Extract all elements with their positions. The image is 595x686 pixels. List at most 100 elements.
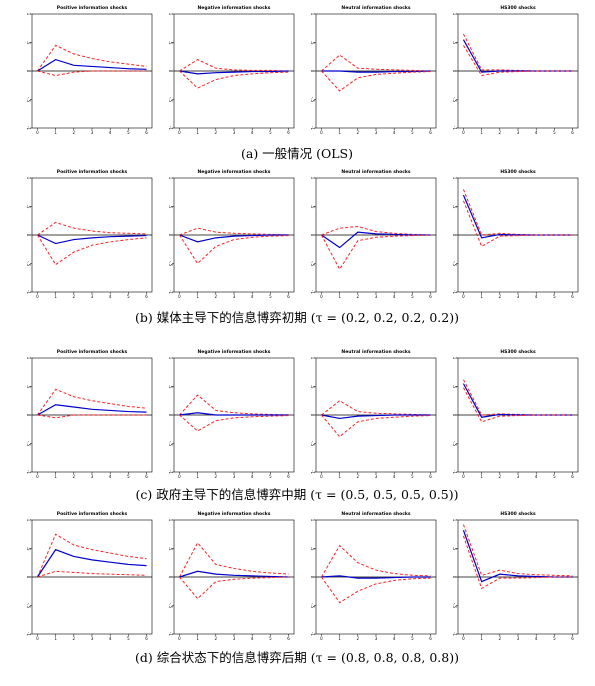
y-tick-label: 1 (452, 177, 457, 180)
x-tick-label: 3 (375, 294, 378, 299)
x-tick-label: 4 (251, 636, 254, 641)
y-tick-label: 0 (452, 70, 457, 73)
x-tick-label: 5 (553, 294, 556, 299)
irf-line (321, 575, 431, 579)
x-tick-label: 0 (462, 130, 465, 135)
y-tick-label: -.5 (168, 603, 173, 609)
y-tick-label: 0 (452, 576, 457, 579)
irf-line (321, 414, 431, 438)
x-tick-label: 3 (375, 636, 378, 641)
x-tick-label: 2 (499, 474, 502, 479)
x-tick-label: 2 (215, 294, 218, 299)
y-tick-label: .5 (452, 41, 457, 45)
x-tick-label: 5 (269, 294, 272, 299)
irf-line (37, 414, 147, 419)
irf-line (321, 414, 431, 420)
x-tick-label: 1 (54, 130, 57, 135)
x-tick-label: 5 (127, 294, 130, 299)
x-tick-label: 1 (196, 636, 199, 641)
panel-title: Positive information shocks (57, 349, 128, 355)
y-tick-label: 1 (452, 519, 457, 522)
irf-line (462, 194, 573, 239)
y-tick-label: 0 (26, 414, 31, 417)
panel-title: Positive information shocks (57, 5, 128, 11)
panel-title: Negative information shocks (198, 169, 271, 175)
x-tick-label: 1 (54, 294, 57, 299)
y-tick-label: -1 (310, 632, 315, 636)
irf-line (462, 535, 573, 590)
x-tick-label: 6 (429, 130, 432, 135)
x-tick-label: 6 (287, 130, 290, 135)
x-tick-label: 0 (36, 294, 39, 299)
x-tick-label: 1 (196, 474, 199, 479)
y-tick-label: .5 (452, 205, 457, 209)
y-tick-label: -1 (452, 470, 457, 474)
x-tick-label: 5 (411, 636, 414, 641)
x-tick-label: 0 (320, 130, 323, 135)
irf-line (179, 70, 289, 89)
irf-line (321, 231, 431, 249)
y-tick-label: .5 (26, 547, 31, 551)
y-tick-label: 0 (168, 414, 173, 417)
x-tick-label: 1 (480, 294, 483, 299)
irf-line (179, 59, 289, 72)
panel-title: Neutral information shocks (341, 349, 410, 355)
x-tick-label: 5 (269, 130, 272, 135)
x-tick-label: 0 (462, 636, 465, 641)
irf-line (463, 33, 573, 72)
y-tick-label: .5 (168, 547, 173, 551)
x-tick-label: 6 (145, 294, 148, 299)
panel-title: Negative information shocks (198, 349, 271, 355)
y-tick-label: -.5 (168, 97, 173, 103)
y-tick-label: -1 (452, 126, 457, 130)
x-tick-label: 2 (73, 636, 76, 641)
y-tick-label: -.5 (26, 261, 31, 267)
panel-title: HS300 shocks (500, 511, 536, 517)
y-tick-label: -1 (26, 290, 31, 294)
x-tick-label: 4 (535, 636, 538, 641)
y-tick-label: .5 (168, 41, 173, 45)
x-tick-label: 6 (287, 474, 290, 479)
x-tick-label: 1 (480, 636, 483, 641)
x-tick-label: 3 (517, 294, 520, 299)
x-tick-label: 4 (109, 474, 112, 479)
y-tick-label: 0 (168, 576, 173, 579)
panel-title: Negative information shocks (198, 5, 271, 11)
irf-line (179, 414, 289, 432)
y-tick-label: 0 (310, 576, 315, 579)
y-tick-label: 1 (310, 357, 315, 360)
x-tick-label: 1 (196, 130, 199, 135)
y-tick-label: .5 (452, 547, 457, 551)
x-tick-label: 6 (571, 474, 574, 479)
irf-line (321, 70, 431, 73)
irf-line (321, 54, 431, 72)
irf-line (321, 576, 431, 604)
x-tick-label: 3 (375, 130, 378, 135)
x-tick-label: 0 (36, 130, 39, 135)
x-tick-label: 1 (338, 130, 341, 135)
x-tick-label: 0 (320, 474, 323, 479)
x-tick-label: 6 (145, 130, 148, 135)
x-tick-label: 0 (320, 636, 323, 641)
y-tick-label: -.5 (452, 261, 457, 267)
y-tick-label: .5 (26, 385, 31, 389)
y-tick-label: -.5 (26, 97, 31, 103)
x-tick-label: 2 (499, 130, 502, 135)
x-tick-label: 0 (462, 294, 465, 299)
irf-line (462, 200, 573, 248)
panel-title: Positive information shocks (57, 511, 128, 517)
y-tick-label: .5 (26, 41, 31, 45)
irf-line (179, 394, 289, 416)
y-tick-label: 0 (26, 70, 31, 73)
x-tick-label: 6 (429, 636, 432, 641)
x-tick-label: 5 (127, 636, 130, 641)
x-tick-label: 2 (499, 636, 502, 641)
caption: (b) 媒体主导下的信息博弈初期 (τ = (0.2, 0.2, 0.2, 0.… (135, 310, 459, 325)
y-tick-label: 1 (310, 177, 315, 180)
x-tick-label: 2 (357, 130, 360, 135)
y-tick-label: -1 (310, 126, 315, 130)
irf-line (36, 533, 147, 578)
x-tick-label: 1 (338, 294, 341, 299)
y-tick-label: 0 (452, 414, 457, 417)
